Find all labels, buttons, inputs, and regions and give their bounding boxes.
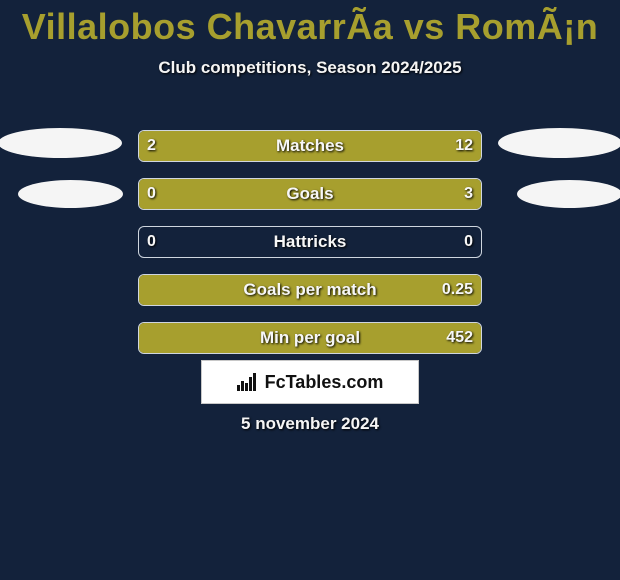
comparison-bars: 2 Matches 12 0 Goals 3 0 Hattricks 0 Goa… bbox=[138, 130, 482, 370]
comparison-widget: Villalobos ChavarrÃ­a vs RomÃ¡n Club com… bbox=[0, 6, 620, 78]
bar-right bbox=[139, 179, 481, 209]
brand-badge: FcTables.com bbox=[201, 360, 419, 404]
bar-row-matches: 2 Matches 12 bbox=[138, 130, 482, 162]
bar-row-min-per-goal: Min per goal 452 bbox=[138, 322, 482, 354]
bar-right bbox=[139, 275, 481, 305]
decor-ellipse bbox=[517, 180, 620, 208]
bar-left bbox=[139, 131, 188, 161]
brand-logo-icon bbox=[237, 373, 259, 391]
bar-value-left: 0 bbox=[147, 227, 156, 257]
decor-ellipse bbox=[498, 128, 620, 158]
decor-ellipse bbox=[0, 128, 122, 158]
decor-ellipse bbox=[18, 180, 123, 208]
bar-right bbox=[188, 131, 481, 161]
subtitle: Club competitions, Season 2024/2025 bbox=[0, 58, 620, 78]
brand-text: FcTables.com bbox=[265, 372, 384, 393]
bar-row-goals-per-match: Goals per match 0.25 bbox=[138, 274, 482, 306]
bar-row-goals: 0 Goals 3 bbox=[138, 178, 482, 210]
page-title: Villalobos ChavarrÃ­a vs RomÃ¡n bbox=[0, 6, 620, 48]
bar-value-right: 0 bbox=[464, 227, 473, 257]
bar-row-hattricks: 0 Hattricks 0 bbox=[138, 226, 482, 258]
bar-label: Hattricks bbox=[139, 227, 481, 257]
date-text: 5 november 2024 bbox=[0, 414, 620, 434]
bar-right bbox=[139, 323, 481, 353]
